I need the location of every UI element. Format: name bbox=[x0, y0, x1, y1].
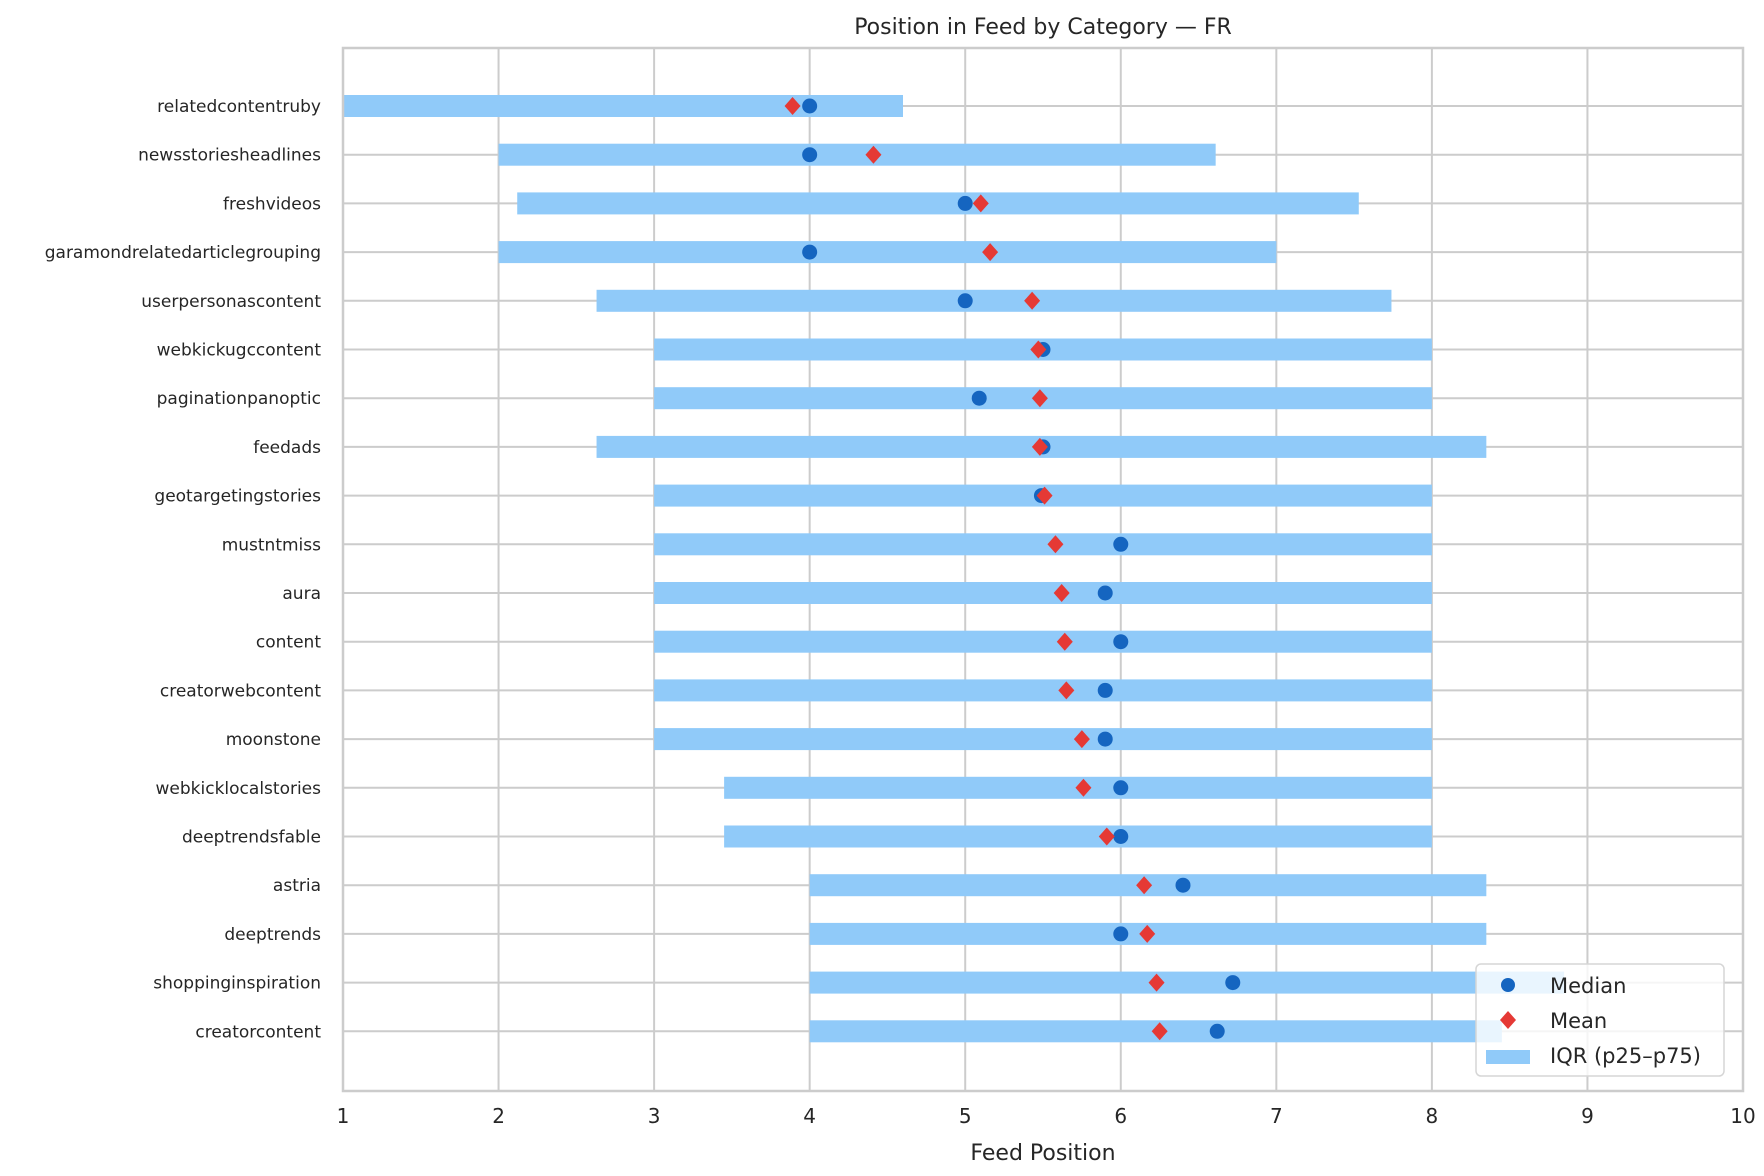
x-tick-label: 2 bbox=[492, 1104, 505, 1128]
y-tick-label: creatorcontent bbox=[195, 1022, 321, 1042]
mean-point bbox=[1098, 827, 1115, 846]
y-tick-label: shoppinginspiration bbox=[153, 974, 321, 994]
mean-point bbox=[1047, 535, 1064, 554]
legend-mean-label: Mean bbox=[1550, 1009, 1607, 1033]
median-point bbox=[1113, 536, 1129, 552]
iqr-bar bbox=[654, 582, 1432, 604]
y-tick-label: deeptrends bbox=[224, 925, 321, 945]
x-tick-label: 9 bbox=[1581, 1104, 1594, 1128]
median-point bbox=[1113, 780, 1129, 796]
x-tick-label: 7 bbox=[1270, 1104, 1283, 1128]
legend-iqr-swatch bbox=[1486, 1050, 1530, 1064]
mean-point bbox=[1036, 486, 1053, 505]
mean-point bbox=[1136, 876, 1153, 895]
x-tick-label: 1 bbox=[337, 1104, 350, 1128]
y-tick-label: garamondrelatedarticlegrouping bbox=[45, 243, 321, 263]
mean-point bbox=[1073, 730, 1090, 749]
mean-point bbox=[1139, 924, 1156, 943]
plot-frame bbox=[341, 46, 1745, 1093]
median-point bbox=[1097, 731, 1113, 747]
x-tick-label: 5 bbox=[959, 1104, 972, 1128]
mean-point bbox=[982, 243, 999, 262]
mean-point bbox=[1053, 584, 1070, 602]
y-tick-label: freshvideos bbox=[223, 194, 321, 214]
mean-point bbox=[865, 145, 882, 164]
iqr-bar bbox=[343, 95, 903, 117]
median-point bbox=[971, 390, 987, 406]
iqr-bar bbox=[517, 192, 1359, 215]
iqr-bar bbox=[596, 289, 1392, 312]
median-point bbox=[802, 244, 818, 260]
median-point bbox=[1113, 634, 1129, 650]
mean-point bbox=[1031, 389, 1048, 408]
y-tick-label: webkickugccontent bbox=[157, 341, 322, 361]
y-tick-label: content bbox=[256, 633, 321, 653]
mean-point bbox=[784, 97, 801, 115]
median-point bbox=[1097, 682, 1113, 698]
iqr-bar bbox=[809, 971, 1565, 994]
x-tick-label: 10 bbox=[1730, 1104, 1755, 1128]
x-axis-label: Feed Position bbox=[970, 1141, 1115, 1166]
legend-median-marker bbox=[1501, 978, 1515, 992]
mean-point bbox=[1056, 632, 1073, 651]
median-point bbox=[802, 98, 818, 114]
iqr-bar bbox=[724, 825, 1432, 848]
legend: Median Mean IQR (p25–p75) bbox=[1475, 963, 1725, 1077]
x-tick-label: 6 bbox=[1114, 1104, 1127, 1128]
mean-point bbox=[1031, 437, 1048, 456]
y-tick-label: deeptrendsfable bbox=[182, 828, 321, 848]
mean-point bbox=[972, 194, 989, 213]
median-point bbox=[1113, 926, 1129, 942]
marks bbox=[343, 95, 1565, 1043]
mean-point bbox=[1030, 340, 1047, 359]
mean-point bbox=[1058, 681, 1075, 700]
iqr-bar bbox=[654, 679, 1432, 702]
iqr-bar bbox=[654, 728, 1432, 751]
mean-point bbox=[1151, 1022, 1168, 1041]
ticks: 1 2 3 4 5 6 7 8 9 10 relatedcontentruby newsstories… bbox=[45, 97, 1756, 1128]
y-tick-label: moonstone bbox=[226, 730, 321, 750]
y-tick-label: feedads bbox=[253, 438, 321, 458]
y-tick-label: mustntmiss bbox=[222, 535, 321, 555]
chart-title: Position in Feed by Category — FR bbox=[854, 15, 1232, 40]
legend-median-label: Median bbox=[1550, 974, 1626, 998]
median-point bbox=[1225, 975, 1241, 991]
y-tick-label: creatorwebcontent bbox=[160, 681, 321, 701]
y-tick-label: webkicklocalstories bbox=[156, 779, 322, 799]
x-tick-label: 3 bbox=[648, 1104, 661, 1128]
legend-iqr-label: IQR (p25–p75) bbox=[1550, 1044, 1701, 1068]
y-tick-label: paginationpanoptic bbox=[157, 389, 321, 409]
mean-point bbox=[1148, 973, 1165, 992]
legend-mean-marker bbox=[1500, 1011, 1516, 1029]
iqr-bar bbox=[498, 241, 1277, 264]
y-tick-label: astria bbox=[273, 876, 321, 896]
iqr-bar bbox=[654, 630, 1432, 653]
median-point bbox=[1113, 829, 1129, 844]
x-tick-label: 8 bbox=[1426, 1104, 1439, 1128]
y-tick-label: relatedcontentruby bbox=[157, 97, 321, 117]
median-point bbox=[957, 195, 973, 211]
y-tick-label: geotargetingstories bbox=[154, 487, 321, 507]
mean-point bbox=[1075, 778, 1092, 797]
mean-point bbox=[1024, 291, 1041, 310]
y-tick-label: userpersonascontent bbox=[141, 292, 321, 312]
iqr-bar bbox=[498, 143, 1216, 166]
median-point bbox=[957, 293, 973, 309]
iqr-bar bbox=[654, 533, 1432, 556]
y-tick-label: aura bbox=[282, 584, 321, 604]
median-point bbox=[1175, 877, 1191, 893]
y-tick-label: newsstoriesheadlines bbox=[138, 146, 321, 166]
x-tick-label: 4 bbox=[803, 1104, 816, 1128]
median-point bbox=[802, 147, 818, 163]
median-point bbox=[1097, 585, 1113, 601]
median-point bbox=[1209, 1023, 1225, 1039]
